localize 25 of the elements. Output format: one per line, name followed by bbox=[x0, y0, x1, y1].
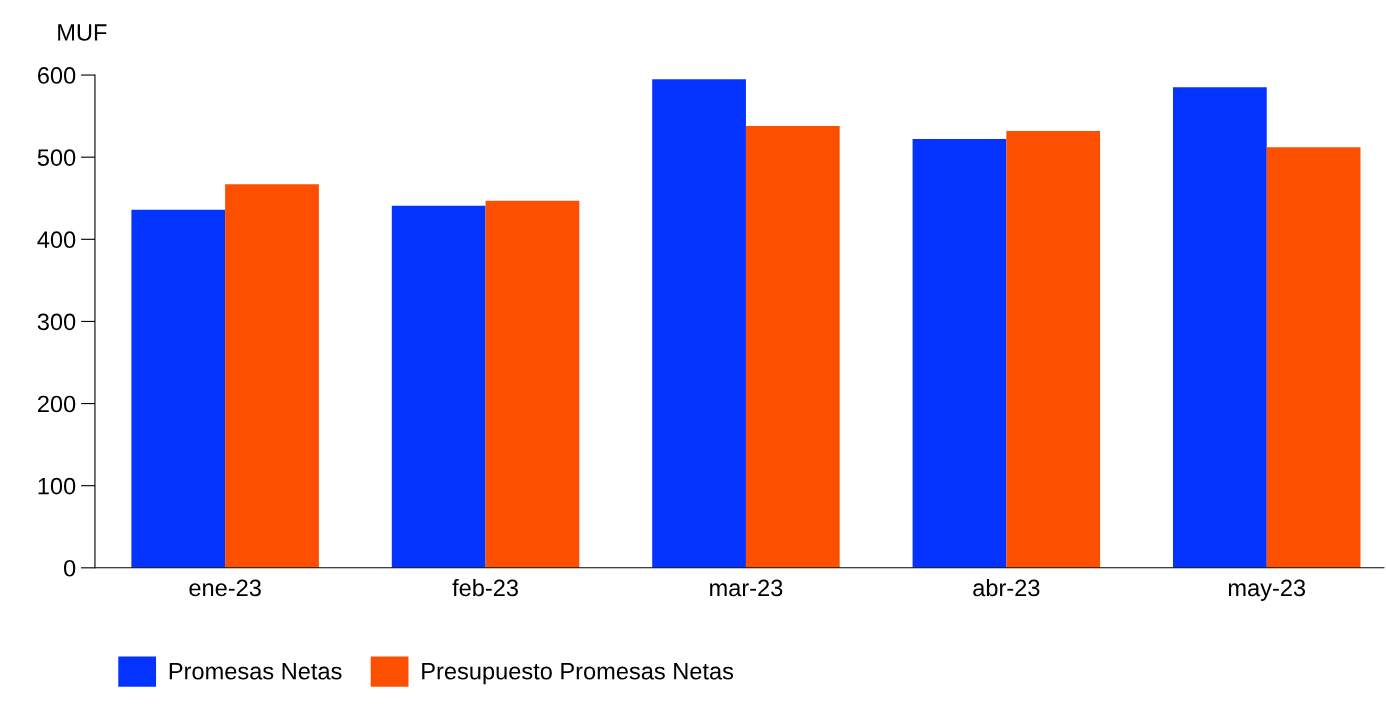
bar bbox=[485, 200, 580, 568]
x-tick-label: abr-23 bbox=[973, 578, 1040, 597]
x-tick-label: ene-23 bbox=[189, 579, 261, 597]
legend-label: Presupuesto Promesas Netas bbox=[422, 663, 734, 685]
bar bbox=[745, 125, 840, 568]
bar bbox=[912, 139, 1007, 568]
y-tick-label: 200 bbox=[37, 395, 76, 413]
y-tick-label: 0 bbox=[63, 559, 76, 577]
y-tick-label: 500 bbox=[37, 149, 76, 166]
x-tick-label: mar-23 bbox=[710, 579, 783, 597]
y-tick-label: 100 bbox=[38, 477, 76, 495]
y-axis-title: MUF bbox=[58, 24, 107, 41]
y-tick-label: 600 bbox=[38, 67, 76, 84]
x-tick-label: feb-23 bbox=[452, 578, 518, 597]
bar bbox=[225, 184, 319, 568]
bar bbox=[652, 79, 746, 568]
y-tick-label: 400 bbox=[37, 231, 76, 249]
bar bbox=[1173, 87, 1267, 568]
bar bbox=[1266, 147, 1361, 568]
legend-label: Promesas Netas bbox=[169, 663, 342, 680]
y-tick-label: 300 bbox=[37, 313, 76, 331]
bar bbox=[391, 205, 486, 568]
bar bbox=[131, 209, 226, 568]
x-tick-label: may-23 bbox=[1228, 579, 1306, 601]
bar bbox=[1006, 130, 1101, 568]
